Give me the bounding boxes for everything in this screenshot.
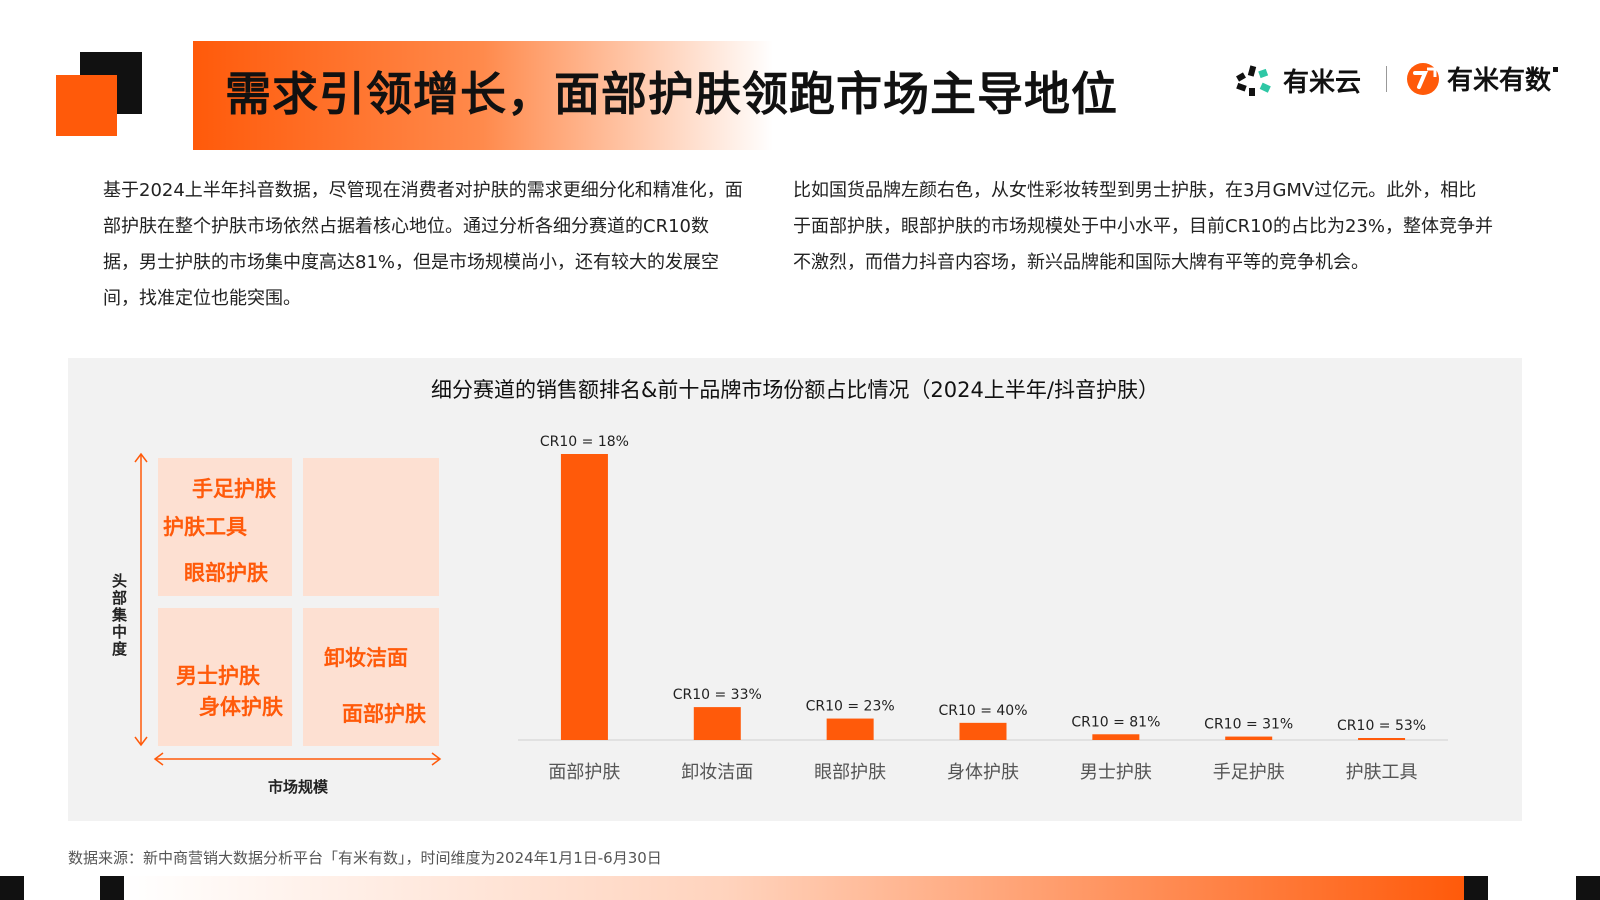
bar-data-label: CR10 = 18% <box>540 434 629 450</box>
youmiyun-icon <box>1236 64 1271 96</box>
chart-panel: 细分赛道的销售额排名&前十品牌市场份额占比情况（2024上半年/抖音护肤） 手足… <box>68 358 1522 821</box>
bar-data-label: CR10 = 53% <box>1337 718 1426 734</box>
x-tick-label: 眼部护肤 <box>814 762 886 783</box>
x-tick-label: 男士护肤 <box>1080 762 1152 783</box>
bar <box>1092 734 1140 740</box>
quadrant-bottom-right <box>303 608 439 746</box>
footer-gradient-bar <box>124 876 1464 900</box>
logo-youmiyoushu: 有米有数 <box>1405 60 1559 97</box>
footer-square <box>1576 876 1600 900</box>
decor-square-orange <box>56 75 117 136</box>
youmiyoushu-icon <box>1407 62 1439 95</box>
x-axis-label: 市场规模 <box>268 778 329 796</box>
logo-right-text: 有米有数 <box>1447 66 1552 96</box>
title-band <box>193 41 773 150</box>
bar-chart: CR10 = 18% 面部护肤 CR10 = 33% 卸妆洁面 CR10 = 23% 眼部… <box>518 434 1448 783</box>
quadrant-top-left <box>158 458 292 596</box>
bar <box>1225 736 1273 740</box>
x-tick-label: 手足护肤 <box>1213 762 1285 783</box>
footer-square <box>0 876 24 900</box>
bar-data-label: CR10 = 40% <box>938 703 1027 719</box>
x-tick-label: 面部护肤 <box>548 762 620 783</box>
quadrant-label: 护肤工具 <box>163 515 247 539</box>
bar <box>959 722 1007 740</box>
quadrant-bottom-left <box>158 608 292 746</box>
bar-data-label: CR10 = 31% <box>1204 717 1293 733</box>
logo-youmiyun: 有米云 <box>1235 62 1361 99</box>
quadrant-label: 男士护肤 <box>176 664 260 688</box>
bar-data-label: CR10 = 23% <box>806 699 895 715</box>
data-source-note: 数据来源：新中商营销大数据分析平台「有米有数」，时间维度为2024年1月1日-6… <box>68 849 662 867</box>
logo-left-text: 有米云 <box>1283 68 1362 98</box>
x-tick-label: 卸妆洁面 <box>681 762 753 783</box>
bar <box>560 454 608 740</box>
intro-paragraph-right: 比如国货品牌左颜右色，从女性彩妆转型到男士护肤，在3月GMV过亿元。此外，相比于… <box>793 180 1493 273</box>
bar-data-label: CR10 = 33% <box>673 687 762 703</box>
x-tick-label: 身体护肤 <box>947 762 1019 783</box>
bar <box>1358 738 1406 740</box>
logo-dot <box>1553 67 1559 72</box>
quadrant-label: 身体护肤 <box>199 695 283 719</box>
quadrant-label: 眼部护肤 <box>184 561 268 585</box>
quadrant-top-right <box>303 458 439 596</box>
quadrant-label: 手足护肤 <box>192 477 276 501</box>
quadrant-label: 面部护肤 <box>342 702 426 726</box>
quadrant-axes <box>134 452 442 766</box>
bar-data-label: CR10 = 81% <box>1071 714 1160 730</box>
y-axis-label: 头部集中度 <box>112 572 128 658</box>
logo-separator <box>1386 66 1387 92</box>
bar <box>826 718 874 740</box>
page-title: 需求引领增长，面部护肤领跑市场主导地位 <box>225 67 1118 121</box>
chart-title: 细分赛道的销售额排名&前十品牌市场份额占比情况（2024上半年/抖音护肤） <box>431 378 1159 402</box>
x-tick-label: 护肤工具 <box>1346 762 1418 783</box>
footer-square <box>100 876 124 900</box>
quadrant-label: 卸妆洁面 <box>324 646 408 670</box>
intro-paragraph-left: 基于2024上半年抖音数据，尽管现在消费者对护肤的需求更细分化和精准化，面部护肤… <box>103 180 743 309</box>
footer-square <box>1464 876 1488 900</box>
bar <box>693 707 741 740</box>
